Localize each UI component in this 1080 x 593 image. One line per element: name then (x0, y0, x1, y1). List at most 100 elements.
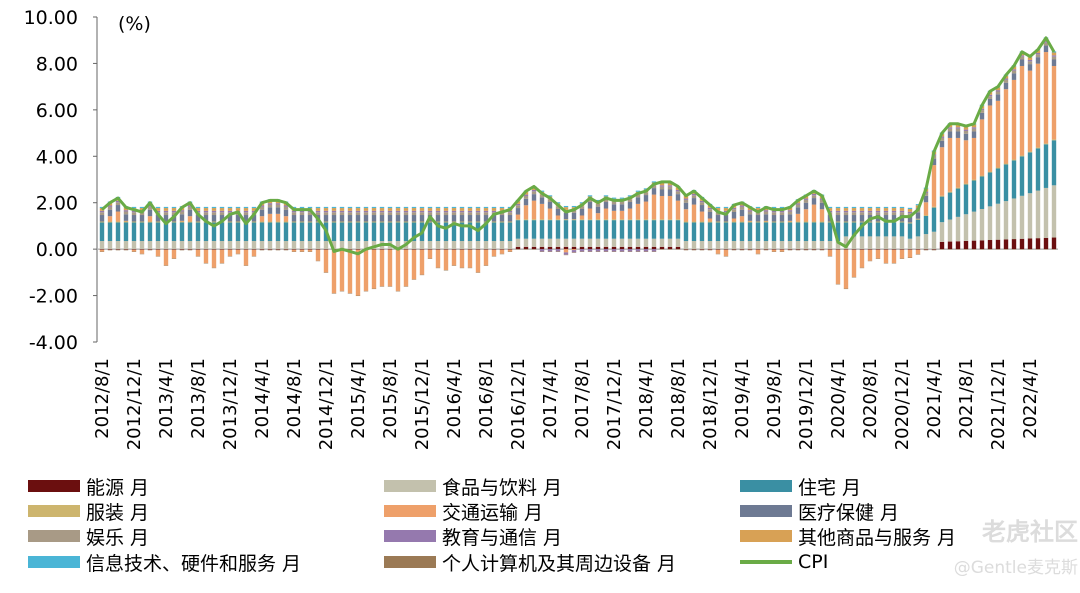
bar-segment-food (803, 241, 809, 250)
bar-segment-transport (235, 249, 241, 254)
bar-segment-medical (955, 131, 961, 138)
bar-segment-recreation (763, 211, 769, 215)
bar-segment-apparel (443, 221, 449, 223)
bar-segment-medical (355, 215, 361, 222)
bar-segment-education (131, 210, 137, 213)
bar-segment-energy (131, 249, 137, 250)
bar-segment-education (883, 210, 889, 213)
bar-segment-energy (571, 246, 577, 250)
bar-segment-housing (619, 220, 625, 239)
bar-segment-apparel (971, 179, 977, 181)
bar-segment-other (843, 208, 849, 211)
bar-segment-housing (203, 222, 209, 242)
bar-segment-recreation (179, 211, 185, 215)
bar-segment-it (219, 206, 225, 209)
bar-segment-it (899, 206, 905, 209)
bar-segment-housing (251, 222, 257, 242)
bar-segment-recreation (803, 199, 809, 203)
bar-segment-medical (555, 208, 561, 216)
bar-segment-food (651, 238, 657, 247)
bar-segment-housing (283, 222, 289, 242)
bar-segment-housing (491, 222, 497, 242)
bar-segment-medical (155, 215, 161, 222)
bar-segment-food (563, 238, 569, 247)
bar-segment-recreation (715, 212, 721, 216)
bar-segment-housing (971, 180, 977, 212)
bar-segment-education (243, 210, 249, 213)
bar-segment-housing (979, 176, 985, 209)
bar-segment-apparel (1027, 151, 1033, 153)
bar-segment-food (627, 238, 633, 247)
bar-segment-transport (651, 194, 657, 220)
bar-segment-food (371, 241, 377, 250)
bar-segment-medical (883, 215, 889, 222)
bar-segment-apparel (699, 221, 705, 223)
bar-segment-medical (299, 215, 305, 222)
bar-segment-recreation (659, 186, 665, 190)
bar-segment-other (891, 208, 897, 211)
bar-segment-other (659, 182, 665, 186)
bar-segment-it (459, 206, 465, 209)
bar-segment-education (763, 210, 769, 212)
bar-segment-medical (307, 215, 313, 222)
x-tick-label: 2020/4/1 (828, 358, 849, 439)
bar-segment-housing (123, 222, 129, 242)
bar-segment-energy (907, 249, 913, 250)
bar-segment-transport (259, 216, 265, 222)
bar-segment-transport (1051, 65, 1057, 140)
bar-segment-apparel (1011, 159, 1017, 161)
bar-segment-apparel (379, 221, 385, 223)
bar-segment-medical (755, 215, 761, 222)
bar-segment-transport (779, 249, 785, 252)
bar-segment-housing (907, 223, 913, 239)
bar-segment-energy (899, 249, 905, 250)
bar-segment-transport (1035, 63, 1041, 148)
bar-segment-medical (203, 215, 209, 222)
bar-segment-education (899, 210, 905, 213)
bar-segment-education (611, 249, 617, 252)
bar-segment-recreation (1051, 56, 1057, 60)
bar-segment-food (531, 238, 537, 247)
bar-segment-apparel (1019, 155, 1025, 157)
bar-segment-transport (403, 249, 409, 287)
bar-segment-education (363, 210, 369, 213)
bar-segment-transport (683, 209, 689, 222)
bar-segment-energy (635, 246, 641, 250)
bar-segment-recreation (323, 212, 329, 216)
bar-segment-housing (875, 222, 881, 237)
bar-segment-apparel (939, 195, 945, 197)
bar-segment-it (835, 206, 841, 209)
bar-segment-apparel (619, 219, 625, 221)
bar-segment-apparel (923, 215, 929, 216)
bar-segment-food (923, 234, 929, 250)
bar-segment-it (891, 206, 897, 209)
bar-segment-transport (187, 216, 193, 222)
bar-segment-medical (275, 207, 281, 214)
bar-segment-education (739, 205, 745, 207)
bar-segment-medical (475, 215, 481, 222)
bar-segment-apparel (819, 221, 825, 223)
bar-segment-apparel (115, 221, 121, 223)
bar-segment-other (371, 208, 377, 211)
bar-segment-housing (179, 222, 185, 242)
bar-segment-recreation (1011, 70, 1017, 74)
bar-segment-apparel (355, 221, 361, 223)
bar-segment-medical (803, 202, 809, 210)
bar-segment-food (347, 241, 353, 250)
bar-segment-medical (627, 202, 633, 209)
bar-segment-recreation (211, 212, 217, 216)
bar-segment-transport (819, 209, 825, 222)
bar-segment-food (1043, 187, 1049, 238)
bar-segment-apparel (299, 221, 305, 223)
bar-segment-other (667, 182, 673, 186)
bar-segment-other (331, 208, 337, 211)
bar-segment-housing (395, 222, 401, 242)
bar-segment-housing (299, 222, 305, 242)
bar-segment-energy (859, 249, 865, 250)
bar-segment-recreation (163, 212, 169, 216)
bar-segment-food (195, 241, 201, 250)
bar-segment-medical (787, 214, 793, 221)
bar-segment-energy (643, 246, 649, 250)
bar-segment-apparel (107, 221, 113, 223)
bar-segment-transport (227, 249, 233, 257)
